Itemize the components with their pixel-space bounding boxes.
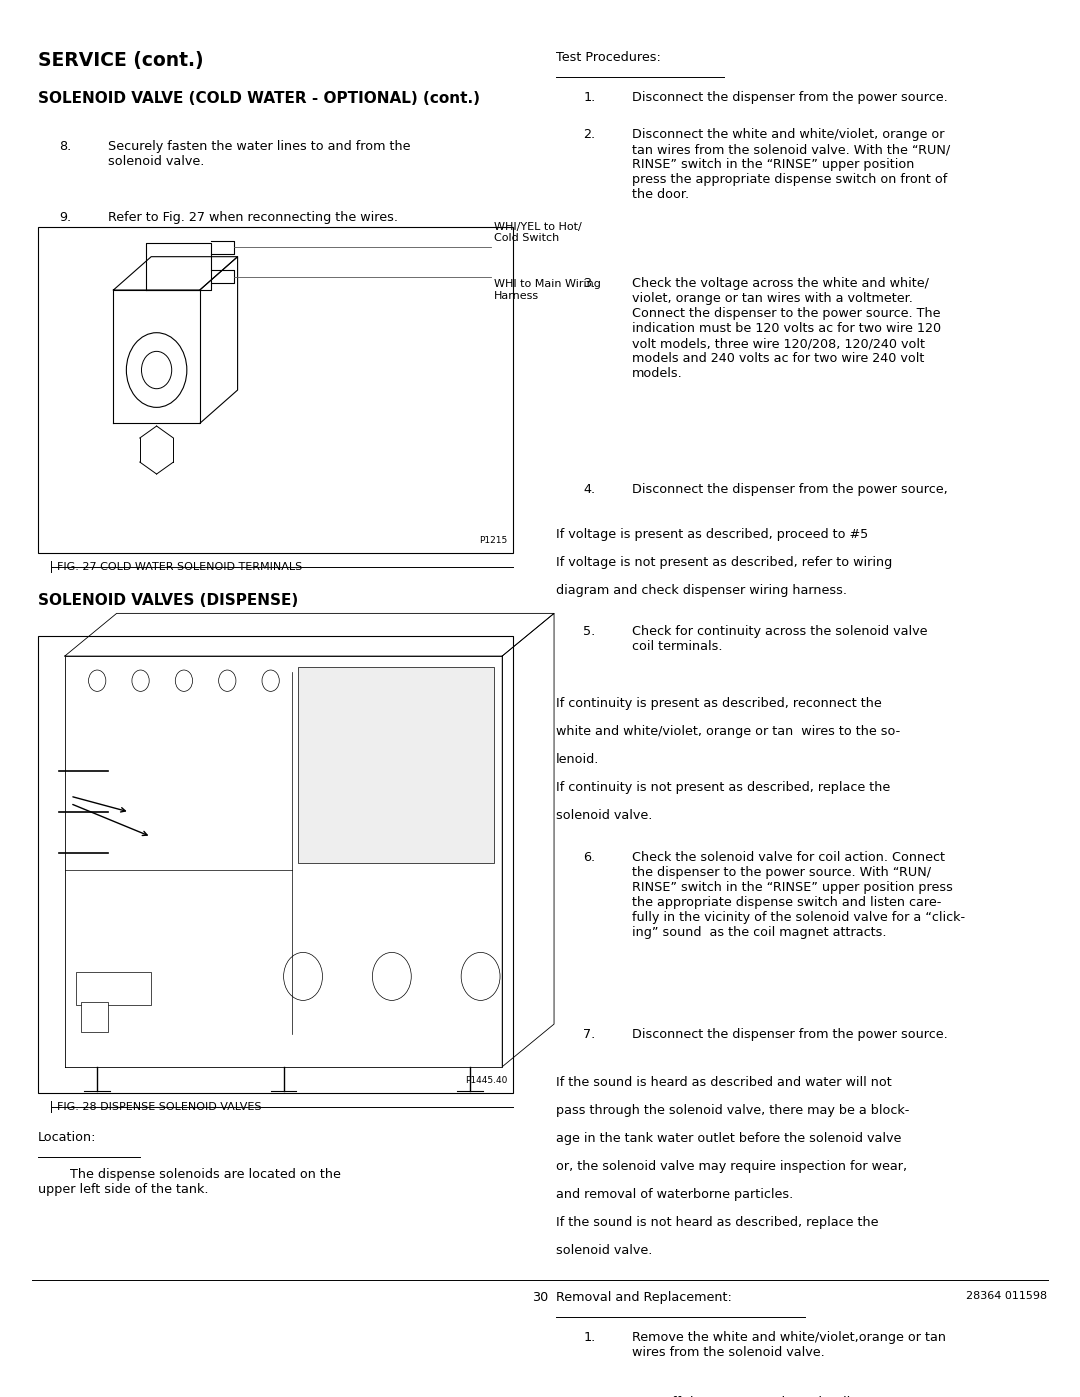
Text: The dispense solenoids are located on the
upper left side of the tank.: The dispense solenoids are located on th… xyxy=(38,1168,340,1196)
Text: Check for continuity across the solenoid valve
coil terminals.: Check for continuity across the solenoid… xyxy=(632,626,928,654)
Text: Test Procedures:: Test Procedures: xyxy=(556,50,661,64)
Text: If continuity is not present as described, replace the: If continuity is not present as describe… xyxy=(556,781,890,795)
Text: solenoid valve.: solenoid valve. xyxy=(556,1245,652,1257)
Text: FIG. 28 DISPENSE SOLENOID VALVES: FIG. 28 DISPENSE SOLENOID VALVES xyxy=(57,1102,261,1112)
Text: If the sound is not heard as described, replace the: If the sound is not heard as described, … xyxy=(556,1217,879,1229)
Circle shape xyxy=(175,671,192,692)
Bar xyxy=(81,1003,108,1032)
Text: and removal of waterborne particles.: and removal of waterborne particles. xyxy=(556,1187,794,1201)
Text: solenoid valve.: solenoid valve. xyxy=(556,809,652,823)
Circle shape xyxy=(461,953,500,1000)
Bar xyxy=(38,226,513,553)
Text: 30: 30 xyxy=(531,1291,549,1303)
Text: If voltage is present as described, proceed to #5: If voltage is present as described, proc… xyxy=(556,528,868,541)
Text: Check the solenoid valve for coil action. Connect
the dispenser to the power sou: Check the solenoid valve for coil action… xyxy=(632,851,964,939)
Text: 8.: 8. xyxy=(59,140,71,154)
Text: Check the voltage across the white and white/
violet, orange or tan wires with a: Check the voltage across the white and w… xyxy=(632,278,941,380)
Text: age in the tank water outlet before the solenoid valve: age in the tank water outlet before the … xyxy=(556,1132,902,1146)
Text: 5.: 5. xyxy=(583,626,595,638)
Text: 1.: 1. xyxy=(583,1331,595,1344)
Text: P1215: P1215 xyxy=(480,536,508,545)
Text: pass through the solenoid valve, there may be a block-: pass through the solenoid valve, there m… xyxy=(556,1104,909,1118)
Text: 2.: 2. xyxy=(583,129,595,141)
Text: 3.: 3. xyxy=(583,278,595,291)
Text: white and white/violet, orange or tan  wires to the so-: white and white/violet, orange or tan wi… xyxy=(556,725,901,739)
Text: or, the solenoid valve may require inspection for wear,: or, the solenoid valve may require inspe… xyxy=(556,1160,907,1173)
Text: SOLENOID VALVE (COLD WATER - OPTIONAL) (cont.): SOLENOID VALVE (COLD WATER - OPTIONAL) (… xyxy=(38,91,480,106)
Text: If the sound is heard as described and water will not: If the sound is heard as described and w… xyxy=(556,1076,892,1090)
Text: lenoid.: lenoid. xyxy=(556,753,599,767)
Text: Location:: Location: xyxy=(38,1130,96,1144)
Text: SOLENOID VALVES (DISPENSE): SOLENOID VALVES (DISPENSE) xyxy=(38,594,298,608)
Text: Disconnect the dispenser from the power source,: Disconnect the dispenser from the power … xyxy=(632,483,947,496)
Text: Securely fasten the water lines to and from the
solenoid valve.: Securely fasten the water lines to and f… xyxy=(108,140,410,168)
Text: If continuity is present as described, reconnect the: If continuity is present as described, r… xyxy=(556,697,882,711)
Circle shape xyxy=(284,953,323,1000)
Circle shape xyxy=(262,671,280,692)
Bar xyxy=(38,636,513,1094)
Text: WHI/YEL to Hot/
Cold Switch: WHI/YEL to Hot/ Cold Switch xyxy=(494,222,581,243)
Text: 28364 011598: 28364 011598 xyxy=(967,1291,1048,1301)
Text: P1445.40: P1445.40 xyxy=(465,1077,508,1085)
Circle shape xyxy=(132,671,149,692)
Text: Removal and Replacement:: Removal and Replacement: xyxy=(556,1291,732,1303)
Circle shape xyxy=(373,953,411,1000)
Text: Remove the white and white/violet,orange or tan
wires from the solenoid valve.: Remove the white and white/violet,orange… xyxy=(632,1331,946,1359)
Text: WHI to Main Wiring
Harness: WHI to Main Wiring Harness xyxy=(494,279,600,300)
Text: If voltage is not present as described, refer to wiring: If voltage is not present as described, … xyxy=(556,556,892,569)
Text: Disconnect the dispenser from the power source.: Disconnect the dispenser from the power … xyxy=(632,1028,947,1041)
Text: SERVICE (cont.): SERVICE (cont.) xyxy=(38,50,203,70)
Circle shape xyxy=(218,671,235,692)
Bar xyxy=(298,666,494,863)
Circle shape xyxy=(89,671,106,692)
Text: 9.: 9. xyxy=(59,211,71,224)
Text: 7.: 7. xyxy=(583,1028,595,1041)
Text: Disconnect the dispenser from the power source.: Disconnect the dispenser from the power … xyxy=(632,91,947,103)
Text: 6.: 6. xyxy=(583,851,595,863)
Text: 1.: 1. xyxy=(583,91,595,103)
Text: diagram and check dispenser wiring harness.: diagram and check dispenser wiring harne… xyxy=(556,584,847,597)
Text: Disconnect the white and white/violet, orange or
tan wires from the solenoid val: Disconnect the white and white/violet, o… xyxy=(632,129,950,201)
Text: Refer to Fig. 27 when reconnecting the wires.: Refer to Fig. 27 when reconnecting the w… xyxy=(108,211,399,224)
Bar xyxy=(76,972,151,1006)
Text: 4.: 4. xyxy=(583,483,595,496)
Text: FIG. 27 COLD WATER SOLENOID TERMINALS: FIG. 27 COLD WATER SOLENOID TERMINALS xyxy=(57,562,302,571)
